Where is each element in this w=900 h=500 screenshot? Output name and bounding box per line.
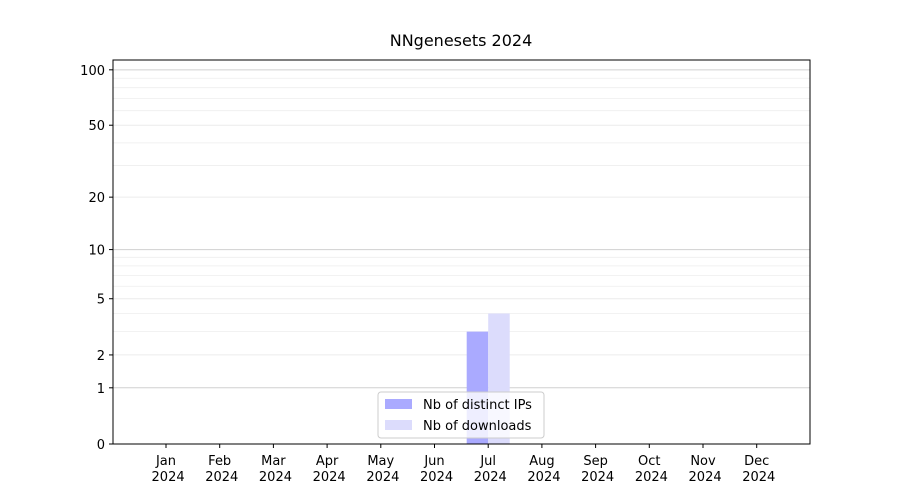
legend-label: Nb of distinct IPs [423,398,532,413]
y-tick-label: 20 [88,191,105,206]
x-tick-label: Mar 2024 [255,454,292,485]
y-tick-label: 1 [97,382,105,397]
x-tick-label: Jan 2024 [147,454,184,485]
y-tick-label: 10 [88,244,105,259]
chart-title: NNgenesets 2024 [390,31,533,50]
plot-frame [112,59,811,445]
x-tick-label: May 2024 [362,454,399,485]
legend-swatch [385,420,412,430]
x-tick-label: Sep 2024 [577,454,614,485]
legend-swatch [385,399,412,409]
x-tick-label: Dec 2024 [738,454,775,485]
y-tick-label: 100 [80,64,105,79]
x-tick-label: Jul 2024 [470,454,507,485]
x-tick-label: Jun 2024 [416,454,453,485]
legend-box [377,391,545,439]
x-tick-label: Apr 2024 [308,454,345,485]
y-tick-label: 50 [88,119,105,134]
x-tick-label: Nov 2024 [684,454,721,485]
y-tick-label: 0 [97,438,105,453]
legend-label: Nb of downloads [423,419,532,434]
y-tick-label: 2 [97,349,105,364]
x-tick-label: Feb 2024 [201,454,238,485]
x-tick-label: Oct 2024 [631,454,668,485]
x-tick-label: Aug 2024 [523,454,560,485]
y-tick-label: 5 [97,293,105,308]
